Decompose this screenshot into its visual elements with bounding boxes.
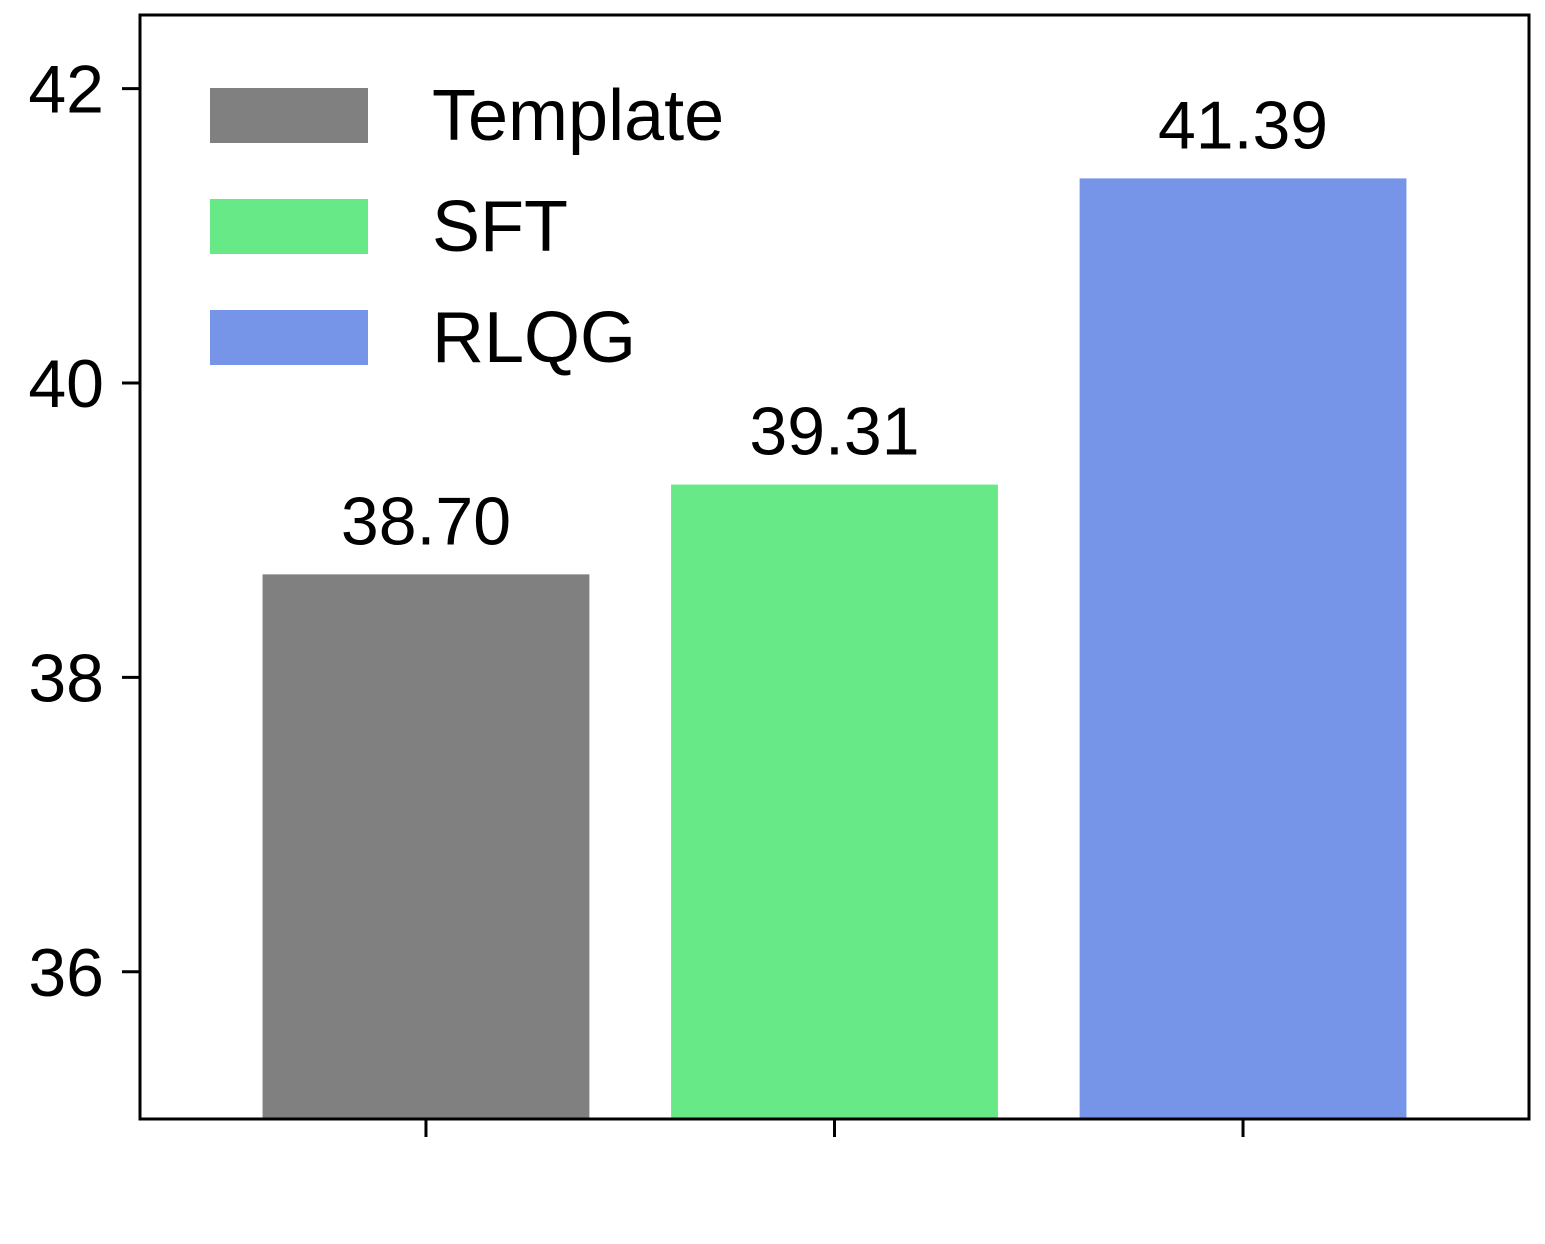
bar-value-labels: 38.70 39.31 41.39 xyxy=(341,87,1328,559)
bar-value-label-template: 38.70 xyxy=(341,483,511,559)
legend-swatch-sft xyxy=(210,199,368,254)
y-tick-label: 42 xyxy=(28,52,104,128)
legend-label-template: Template xyxy=(432,76,724,156)
legend: Template SFT RLQG xyxy=(210,76,724,378)
bar-sft xyxy=(671,484,998,1119)
legend-swatch-rlqg xyxy=(210,310,368,365)
bars-group xyxy=(262,178,1407,1120)
y-tick-label: 38 xyxy=(28,640,104,716)
bar-value-label-sft: 39.31 xyxy=(749,394,919,470)
x-axis xyxy=(424,1119,1245,1137)
bar-value-label-rlqg: 41.39 xyxy=(1158,87,1328,163)
bar-rlqg xyxy=(1079,178,1407,1120)
bar-template xyxy=(262,574,590,1119)
legend-swatch-template xyxy=(210,88,368,143)
legend-label-sft: SFT xyxy=(432,187,568,267)
legend-label-rlqg: RLQG xyxy=(432,298,636,378)
y-tick-label: 40 xyxy=(28,346,104,422)
plot-frame xyxy=(138,13,1531,1121)
y-axis: 36 38 40 42 xyxy=(28,52,140,1011)
y-tick-label: 36 xyxy=(28,935,104,1011)
